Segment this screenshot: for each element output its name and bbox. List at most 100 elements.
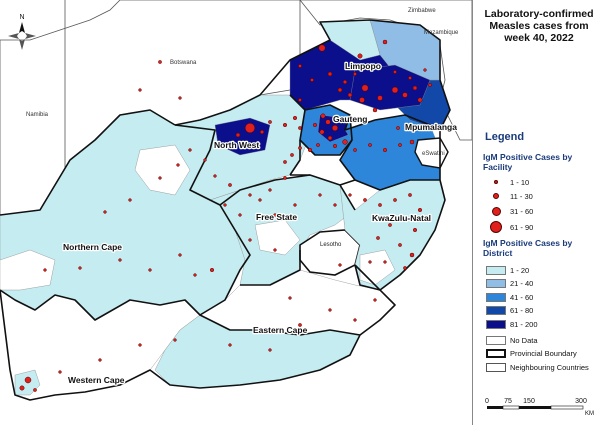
case-dot	[408, 193, 412, 197]
legend-facility-label-2: 11 - 30	[510, 191, 533, 201]
case-dot	[283, 176, 287, 180]
case-dot	[288, 296, 292, 300]
case-dot	[298, 64, 302, 68]
case-dot	[283, 160, 287, 164]
label-eswatini: eSwatini	[422, 151, 445, 157]
label-mozambique: Mozambique	[424, 30, 459, 36]
case-dot	[353, 148, 357, 152]
case-dot	[209, 267, 215, 273]
case-dot	[383, 260, 387, 264]
legend-provincial-boundary-swatch	[486, 348, 506, 358]
case-dot	[158, 60, 162, 64]
case-dot	[363, 198, 367, 202]
case-dot	[327, 135, 333, 141]
scale-tick-0: 0	[485, 398, 489, 405]
case-dot	[193, 273, 197, 277]
case-dot	[307, 147, 313, 153]
legend-facility-title: IgM Positive Cases by Facility	[483, 152, 573, 172]
case-dot	[320, 113, 326, 119]
case-dot	[318, 193, 322, 197]
case-dot	[393, 198, 397, 202]
case-dot	[118, 258, 122, 262]
legend-dot-large-icon	[491, 206, 501, 216]
map-frame: N Zimbabwe Mozambique Botswana Namibia e…	[0, 0, 472, 401]
case-dot	[24, 376, 32, 384]
case-dot	[382, 147, 388, 153]
legend-district-label-1: 1 - 20	[510, 265, 530, 275]
case-dot	[173, 338, 177, 342]
case-dot	[244, 122, 256, 134]
label-lesotho: Lesotho	[320, 242, 342, 248]
case-dot	[353, 72, 357, 76]
case-dot	[103, 210, 107, 214]
district-nodata-west	[0, 249, 56, 291]
label-limpopo: Limpopo	[345, 61, 381, 71]
case-dots	[19, 39, 432, 392]
legend-heading: Legend	[485, 131, 525, 143]
district-fills	[0, 19, 451, 401]
label-free-state: Free State	[256, 212, 297, 222]
case-dot	[312, 122, 318, 128]
legend-neighbouring-label: Neighbouring Countries	[510, 362, 589, 372]
case-dot	[273, 213, 277, 217]
case-dot	[412, 227, 418, 233]
case-dot	[319, 129, 325, 135]
legend-dot-small-icon	[494, 180, 498, 184]
case-dot	[43, 268, 47, 272]
case-dot	[293, 203, 297, 207]
case-dot	[368, 143, 372, 147]
case-dot	[333, 203, 337, 207]
case-dot	[292, 115, 298, 121]
case-dot	[298, 146, 302, 150]
case-dot	[178, 96, 182, 100]
case-dot	[412, 85, 418, 91]
case-dot	[417, 207, 423, 213]
legend-facility-label-4: 61 - 90	[510, 222, 534, 232]
legend-panel: Laboratory-confirmed Measles cases from …	[472, 0, 604, 425]
case-dot	[33, 388, 37, 392]
case-dot	[328, 308, 332, 312]
case-dot	[58, 370, 62, 374]
case-dot	[176, 163, 180, 167]
legend-facility-label-1: 1 - 10	[510, 177, 530, 187]
legend-facility-row-2: 11 - 30	[485, 190, 533, 202]
case-dot	[331, 124, 339, 132]
case-dot	[228, 343, 232, 347]
map-title-line-3: week 40, 2022	[504, 32, 574, 44]
legend-district-swatch-2	[486, 279, 506, 288]
legend-no-data-swatch	[486, 335, 506, 345]
label-namibia: Namibia	[26, 112, 49, 118]
legend-facility-row-4: 61 - 90	[485, 221, 533, 233]
case-dot	[203, 158, 207, 162]
case-dot	[138, 88, 142, 92]
case-dot	[338, 263, 342, 267]
legend-district-row-1: 1 - 20	[485, 264, 529, 276]
case-dot	[235, 132, 241, 138]
case-dot	[372, 107, 378, 113]
case-dot	[409, 139, 415, 145]
legend-provincial-boundary-label: Provincial Boundary	[510, 348, 577, 358]
case-dot	[238, 213, 242, 217]
case-dot	[393, 70, 397, 74]
case-dot	[78, 266, 82, 270]
case-dot	[98, 358, 102, 362]
case-dot	[273, 248, 277, 252]
map-svg: N Zimbabwe Mozambique Botswana Namibia e…	[0, 0, 472, 401]
case-dot	[213, 174, 217, 178]
case-dot	[347, 92, 353, 98]
legend-district-row-3: 41 - 60	[485, 291, 533, 303]
provincial-boundaries	[0, 19, 451, 401]
case-dot	[398, 243, 402, 247]
legend-facility-row-1: 1 - 10	[485, 176, 529, 188]
case-dot	[337, 87, 343, 93]
district-northern-cape-nodata	[134, 144, 191, 196]
legend-facility-row-3: 31 - 60	[485, 205, 533, 217]
case-dot	[413, 126, 417, 130]
label-zimbabwe: Zimbabwe	[408, 8, 436, 14]
label-gauteng: Gauteng	[333, 114, 367, 124]
case-dot	[316, 143, 320, 147]
scale-bar: 0 75 150 300 KM	[483, 395, 598, 423]
legend-neighbouring-swatch	[486, 362, 506, 372]
legend-dot-xlarge-icon	[490, 221, 502, 233]
case-dot	[282, 122, 288, 128]
